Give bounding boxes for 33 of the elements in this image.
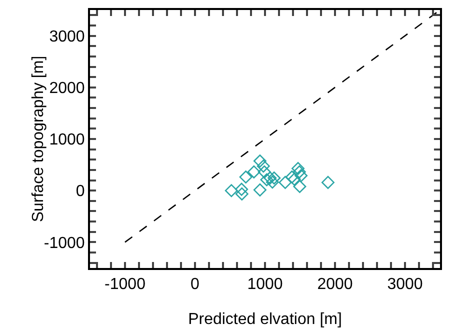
- point: [224, 184, 238, 198]
- point: [256, 160, 270, 173]
- y-tick-label: 0: [76, 183, 85, 200]
- point: [235, 187, 248, 200]
- x-tick-label: 0: [190, 276, 200, 294]
- x-tick-label: -1000: [104, 276, 146, 294]
- point: [292, 162, 305, 175]
- point: [285, 170, 298, 184]
- point: [292, 165, 306, 178]
- point: [253, 154, 266, 168]
- point: [288, 172, 301, 186]
- y-tick-label: 2000: [49, 80, 85, 97]
- y-tick-label: 3000: [49, 28, 85, 46]
- point: [253, 183, 266, 196]
- x-tick-label: 3000: [387, 276, 423, 294]
- x-tick-label: 2000: [317, 276, 353, 294]
- y-axis-title: Surface topography [m]: [30, 56, 48, 222]
- point: [266, 176, 279, 189]
- y-tick-label: 1000: [49, 132, 85, 149]
- point: [294, 169, 308, 182]
- y-tick-label: -1000: [44, 234, 85, 252]
- point: [278, 176, 292, 189]
- point: [239, 170, 252, 184]
- point: [264, 172, 277, 185]
- point: [247, 165, 260, 178]
- point: [293, 180, 306, 194]
- point: [260, 173, 274, 186]
- x-axis-title: Predicted elvation [m]: [188, 311, 342, 328]
- point: [268, 172, 281, 185]
- point: [235, 182, 248, 196]
- point: [258, 165, 271, 178]
- x-tick-label: 1000: [247, 276, 283, 294]
- point: [322, 176, 334, 189]
